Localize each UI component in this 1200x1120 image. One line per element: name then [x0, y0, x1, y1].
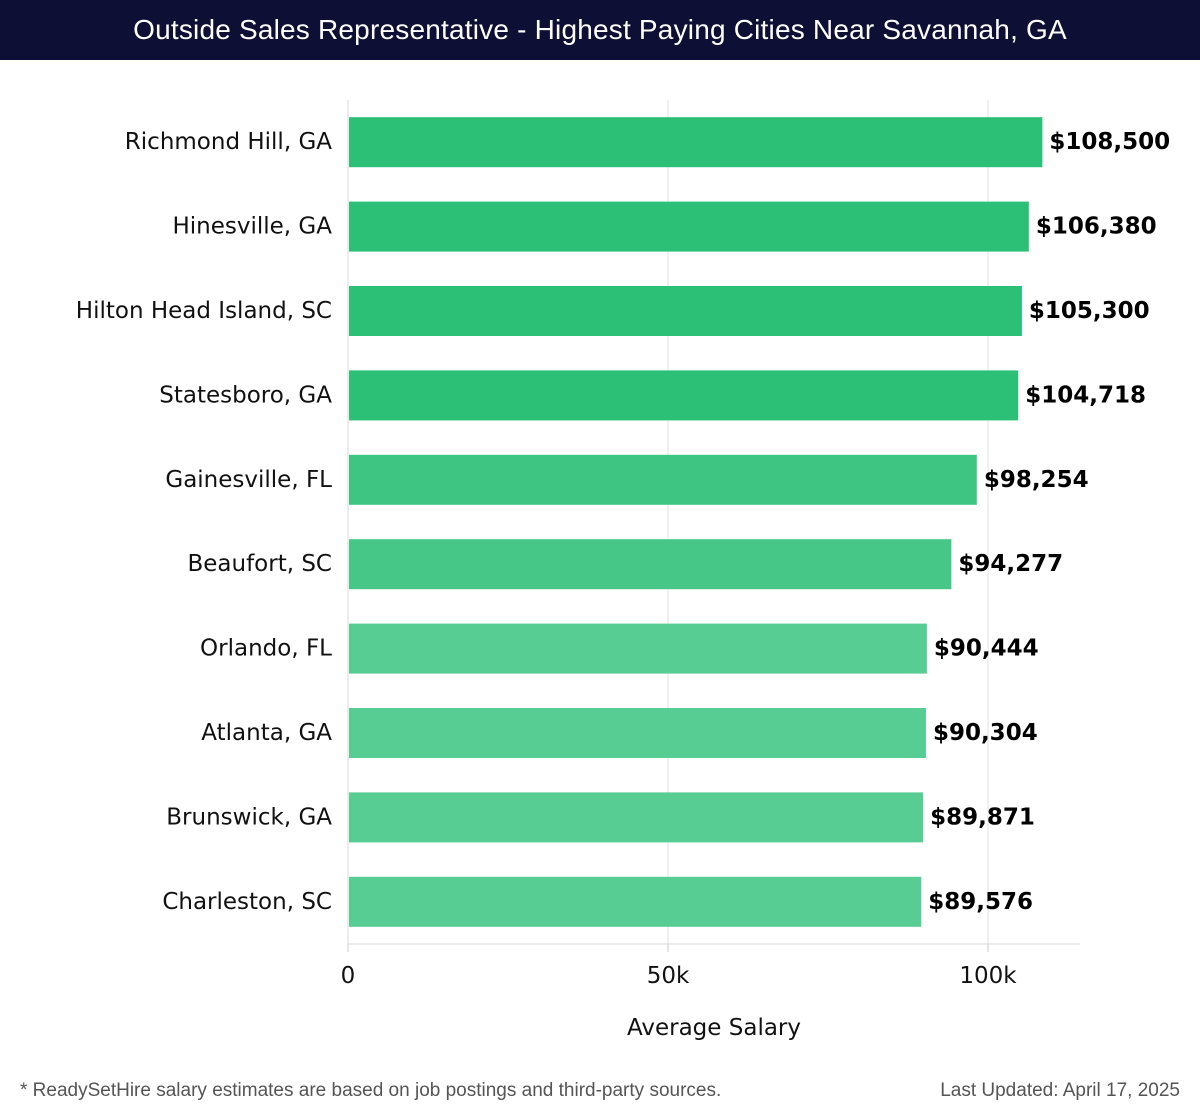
bar — [349, 876, 922, 927]
bar — [349, 708, 926, 758]
last-updated: Last Updated: April 17, 2025 — [940, 1080, 1180, 1101]
value-label: $106,380 — [1036, 214, 1157, 240]
category-label: Hinesville, GA — [172, 214, 332, 240]
value-label: $89,871 — [930, 804, 1035, 830]
value-label: $108,500 — [1049, 129, 1170, 155]
category-label: Statesboro, GA — [159, 382, 332, 408]
bar — [349, 792, 924, 843]
bar — [349, 286, 1022, 336]
bar — [349, 539, 952, 590]
value-label: $105,300 — [1029, 298, 1150, 324]
value-label: $104,718 — [1025, 382, 1146, 408]
x-tick-label: 100k — [959, 963, 1017, 989]
category-label: Hilton Head Island, SC — [76, 298, 332, 324]
x-axis-label: Average Salary — [627, 1015, 801, 1041]
value-label: $90,444 — [934, 636, 1039, 662]
category-label: Richmond Hill, GA — [125, 129, 332, 155]
category-label: Brunswick, GA — [166, 804, 332, 830]
bar — [349, 117, 1043, 168]
value-label: $94,277 — [958, 551, 1063, 577]
value-label: $89,576 — [928, 889, 1033, 915]
bar — [349, 370, 1019, 421]
bar — [349, 201, 1029, 252]
footer-note: * ReadySetHire salary estimates are base… — [20, 1080, 722, 1101]
category-label: Gainesville, FL — [165, 467, 332, 493]
chart-title: Outside Sales Representative - Highest P… — [0, 0, 1200, 60]
value-label: $98,254 — [984, 467, 1089, 493]
category-label: Orlando, FL — [200, 636, 332, 662]
category-label: Beaufort, SC — [187, 551, 332, 577]
category-label: Atlanta, GA — [201, 720, 332, 746]
value-label: $90,304 — [933, 720, 1038, 746]
bar — [349, 623, 927, 674]
x-tick-label: 50k — [647, 963, 690, 989]
x-tick-label: 0 — [341, 963, 356, 989]
bar-chart: Richmond Hill, GA $108,500 Hinesville, GA $… — [76, 100, 1170, 1041]
bar — [349, 454, 977, 505]
category-label: Charleston, SC — [162, 889, 332, 915]
